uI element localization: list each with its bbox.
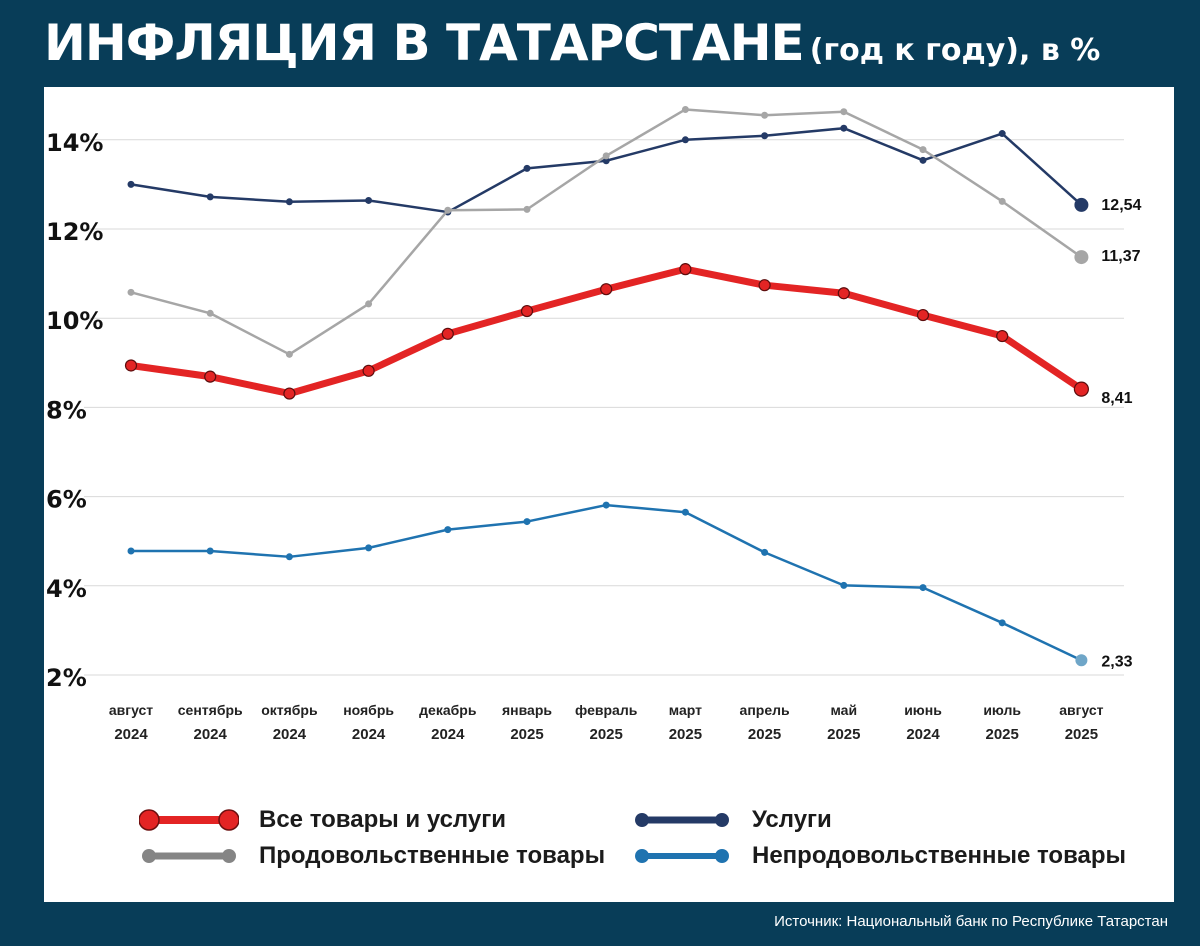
x-tick-year-7: 2025 [669, 726, 702, 743]
series-line-nonfood [129, 503, 1083, 662]
y-tick-label-14: 14% [46, 129, 103, 157]
series-line-services [129, 126, 1083, 214]
point-services-11 [998, 130, 1006, 138]
point-services-9 [840, 124, 848, 132]
point-all-9 [837, 287, 850, 300]
source-note: Источник: Национальный банк по Республик… [774, 913, 1168, 930]
point-food-0 [127, 288, 135, 296]
end-label-services: 12,54 [1101, 197, 1141, 214]
x-tick-month-9: май [831, 702, 858, 718]
x-tick-month-3: ноябрь [343, 702, 394, 718]
point-nonfood-7 [681, 508, 689, 516]
y-tick-label-2: 2% [46, 664, 87, 692]
point-services-10 [919, 156, 927, 164]
point-all-2 [283, 387, 296, 400]
point-services-1 [206, 193, 214, 201]
point-nonfood-10 [919, 584, 927, 592]
point-services-0 [127, 180, 135, 188]
point-food-4 [444, 206, 452, 214]
point-all-11 [996, 329, 1009, 343]
x-tick-year-5: 2025 [510, 726, 543, 743]
point-all-7 [679, 263, 692, 276]
point-nonfood-5 [523, 518, 531, 526]
point-food-11 [998, 197, 1006, 205]
point-food-3 [365, 300, 373, 308]
point-nonfood-0 [127, 547, 135, 555]
point-food-2 [285, 350, 293, 358]
title-main: ИНФЛЯЦИЯ В ТАТАРСТАНЕ [44, 14, 805, 72]
x-tick-month-7: март [669, 702, 702, 718]
point-all-6 [600, 283, 613, 296]
point-food-5 [523, 205, 531, 213]
point-nonfood-12 [1075, 654, 1088, 667]
x-tick-year-11: 2025 [986, 726, 1019, 743]
point-all-1 [204, 370, 217, 383]
y-tick-label-4: 4% [46, 575, 87, 603]
point-nonfood-8 [761, 548, 769, 556]
point-all-3 [362, 364, 375, 377]
x-tick-year-1: 2024 [194, 726, 228, 743]
point-food-7 [681, 105, 689, 113]
chart-title: ИНФЛЯЦИЯ В ТАТАРСТАНЕ (год к году), в % [44, 14, 1100, 72]
title-sub: (год к году), в % [809, 33, 1101, 68]
y-tick-label-10: 10% [46, 307, 103, 335]
point-food-6 [602, 152, 610, 160]
point-services-7 [681, 136, 689, 144]
point-nonfood-3 [365, 544, 373, 552]
line-chart: 2% 4% 6% 8% 10% 12% 14% август 2024 сентябрь 2024 о… [46, 105, 1142, 743]
x-tick-year-0: 2024 [114, 726, 148, 743]
x-tick-year-10: 2024 [906, 726, 940, 743]
x-tick-month-6: февраль [575, 702, 638, 718]
x-tick-month-8: апрель [740, 702, 790, 718]
x-tick-month-11: июль [983, 702, 1021, 718]
point-food-10 [919, 146, 927, 154]
point-all-4 [441, 327, 454, 340]
point-services-5 [523, 164, 531, 172]
point-food-1 [206, 309, 214, 317]
point-all-5 [520, 304, 534, 318]
y-tick-label-6: 6% [46, 486, 87, 514]
point-services-6 [602, 157, 610, 165]
chart-panel: 2% 4% 6% 8% 10% 12% 14% август 2024 сентябрь 2024 о… [44, 87, 1174, 902]
x-tick-year-2: 2024 [273, 726, 307, 743]
x-tick-year-9: 2025 [827, 726, 860, 743]
y-tick-label-8: 8% [46, 396, 87, 424]
point-services-12 [1074, 197, 1089, 212]
point-all-8 [758, 279, 771, 292]
x-tick-month-10: июнь [904, 702, 942, 718]
point-nonfood-9 [840, 581, 848, 589]
x-tick-year-12: 2025 [1065, 726, 1098, 743]
point-nonfood-11 [998, 619, 1006, 627]
point-all-10 [916, 308, 930, 322]
point-food-9 [840, 108, 848, 116]
y-tick-label-12: 12% [46, 218, 103, 246]
point-services-8 [761, 132, 769, 140]
x-tick-month-5: январь [502, 702, 552, 718]
end-label-food: 11,37 [1101, 248, 1140, 265]
x-tick-month-12: август [1059, 702, 1103, 718]
x-tick-month-1: сентябрь [178, 702, 243, 718]
point-nonfood-1 [206, 547, 214, 555]
point-all-12 [1073, 381, 1090, 397]
end-label-nonfood: 2,33 [1101, 653, 1132, 670]
x-tick-year-3: 2024 [352, 726, 386, 743]
point-food-12 [1074, 250, 1089, 265]
point-nonfood-2 [285, 553, 293, 561]
point-all-0 [124, 359, 138, 372]
x-tick-month-2: октябрь [261, 702, 318, 718]
x-tick-month-0: август [109, 702, 153, 718]
point-nonfood-6 [602, 501, 610, 509]
point-food-8 [761, 111, 769, 119]
x-tick-year-4: 2024 [431, 726, 465, 743]
x-tick-year-6: 2025 [590, 726, 623, 743]
x-tick-year-8: 2025 [748, 726, 781, 743]
end-label-all: 8,41 [1101, 390, 1132, 407]
point-nonfood-4 [444, 526, 452, 534]
point-services-2 [285, 198, 293, 206]
point-services-3 [365, 196, 373, 204]
x-tick-month-4: декабрь [419, 702, 477, 718]
